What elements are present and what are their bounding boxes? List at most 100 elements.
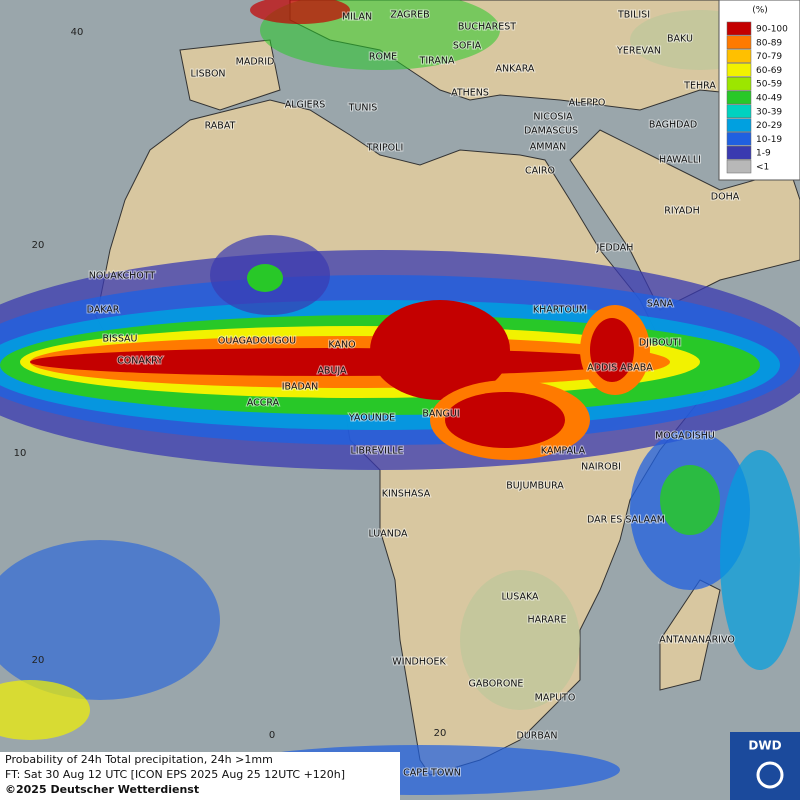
city-label: TEHRA xyxy=(683,81,716,92)
city-label: ABUJA xyxy=(317,366,347,377)
city-label: KHARTOUM xyxy=(533,305,587,316)
city-label: KAMPALA xyxy=(541,446,586,457)
city-label: ANKARA xyxy=(496,64,535,75)
city-label: LUANDA xyxy=(368,529,408,540)
grid-label: 20 xyxy=(434,728,447,739)
city-label: MOGADISHU xyxy=(655,431,715,442)
city-label: BAKU xyxy=(667,34,693,45)
city-label: HAWALLI xyxy=(659,155,701,166)
city-label: BISSAU xyxy=(102,334,137,345)
caption-copyright: ©2025 Deutscher Wetterdienst xyxy=(5,783,199,796)
city-label: MAPUTO xyxy=(535,693,576,704)
city-label: TBILISI xyxy=(617,10,650,21)
city-label: AMMAN xyxy=(530,142,567,153)
legend-label: 1-9 xyxy=(756,149,771,159)
city-label: NOUAKCHOTT xyxy=(89,271,156,282)
caption: Probability of 24h Total precipitation, … xyxy=(0,752,400,800)
city-label: ALEPPO xyxy=(569,98,606,109)
legend-swatch xyxy=(726,21,752,36)
grid-label: 40 xyxy=(71,27,84,38)
city-label: ZAGREB xyxy=(390,10,429,21)
city-label: SOFIA xyxy=(453,41,482,52)
city-label: CONAKRY xyxy=(117,356,163,367)
legend-label: 20-29 xyxy=(756,121,782,131)
legend-swatch xyxy=(726,104,752,119)
legend-label: 50-59 xyxy=(756,80,782,90)
city-label: RABAT xyxy=(205,121,236,132)
city-label: DAR ES SALAAM xyxy=(587,515,665,526)
legend: (%) 90-100 80-89 70-79 60-69 50-59 40-49 30-39… xyxy=(718,0,800,181)
legend-label: 90-100 xyxy=(756,25,788,35)
city-label: DAMASCUS xyxy=(524,126,578,137)
legend-swatch xyxy=(726,118,752,132)
grid-label: 20 xyxy=(32,240,45,251)
legend-items: 90-100 80-89 70-79 60-69 50-59 40-49 30-39 20-2… xyxy=(726,21,788,174)
city-label: CAIRO xyxy=(525,166,555,177)
city-label: YEREVAN xyxy=(616,46,661,57)
legend-label: 10-19 xyxy=(756,135,782,145)
legend-swatch xyxy=(726,35,752,50)
city-label: BAGHDAD xyxy=(649,120,697,131)
grid-label: 10 xyxy=(14,448,27,459)
legend-label: 40-49 xyxy=(756,94,782,104)
caption-box xyxy=(0,752,400,800)
city-label: ANTANANARIVO xyxy=(659,635,735,646)
city-label: ATHENS xyxy=(451,88,489,99)
logo: DWD xyxy=(730,732,800,800)
city-label: TIRANA xyxy=(419,56,455,67)
legend-label: 60-69 xyxy=(756,66,782,76)
legend-label: 80-89 xyxy=(756,38,782,48)
city-label: IBADAN xyxy=(282,382,319,393)
city-label: MILAN xyxy=(342,12,372,23)
legend-swatch xyxy=(726,132,752,146)
city-label: MADRID xyxy=(236,57,275,68)
city-label: ACCRA xyxy=(247,398,280,409)
city-label: DJIBOUTI xyxy=(639,338,681,349)
city-label: BUJUMBURA xyxy=(506,481,564,492)
city-label: LUSAKA xyxy=(501,592,539,603)
city-label: RIYADH xyxy=(664,206,699,217)
city-label: SANA xyxy=(647,299,674,310)
city-labels: MILAN ZAGREB BUCHAREST TBILISI BAKU SOFIA YERE… xyxy=(86,9,741,780)
city-label: DOHA xyxy=(711,192,740,203)
city-label: LIBREVILLE xyxy=(350,446,403,457)
legend-label: <1 xyxy=(756,163,769,173)
city-label: HARARE xyxy=(528,615,567,626)
legend-swatch xyxy=(726,159,752,174)
city-label: KINSHASA xyxy=(382,489,431,500)
logo-box xyxy=(730,732,800,800)
legend-unit: (%) xyxy=(752,6,768,16)
legend-swatch xyxy=(726,90,752,105)
city-label: YAOUNDE xyxy=(348,413,395,424)
city-label: CAPE TOWN xyxy=(403,768,461,779)
grid-label: 0 xyxy=(269,730,275,741)
city-label: BUCHAREST xyxy=(458,22,516,33)
city-label: WINDHOEK xyxy=(392,657,446,668)
legend-label: 70-79 xyxy=(756,52,782,62)
city-label: NICOSIA xyxy=(533,112,573,123)
city-label: GABORONE xyxy=(469,679,524,690)
city-label: DURBAN xyxy=(517,731,558,742)
city-label: JEDDAH xyxy=(596,243,634,254)
logo-text: DWD xyxy=(748,739,781,753)
city-label: TUNIS xyxy=(348,103,378,114)
city-label: NAIROBI xyxy=(581,462,621,473)
city-label: KANO xyxy=(328,340,355,351)
city-label: TRIPOLI xyxy=(366,143,404,154)
city-label: BANGUI xyxy=(422,409,459,420)
grid-label: 20 xyxy=(32,655,45,666)
legend-swatch xyxy=(726,145,752,160)
logo-icon xyxy=(756,761,784,789)
legend-swatch xyxy=(726,63,752,77)
legend-swatch xyxy=(726,76,752,91)
legend-label: 30-39 xyxy=(756,107,782,117)
caption-time: FT: Sat 30 Aug 12 UTC [ICON EPS 2025 Aug… xyxy=(5,768,345,781)
city-label: DAKAR xyxy=(87,305,120,316)
city-label: OUAGADOUGOU xyxy=(218,336,296,347)
grid-labels: 40 20 10 20 0 20 xyxy=(14,27,447,741)
caption-title: Probability of 24h Total precipitation, … xyxy=(5,753,273,766)
city-label: ADDIS ABABA xyxy=(587,363,653,374)
city-label: LISBON xyxy=(190,69,225,80)
